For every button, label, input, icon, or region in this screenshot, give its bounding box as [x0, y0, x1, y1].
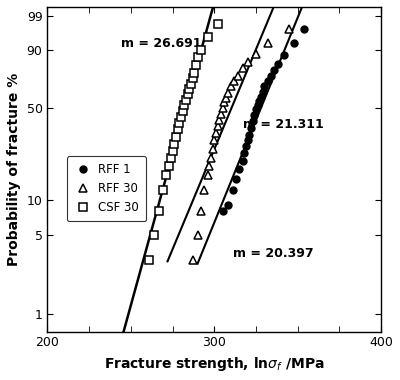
- RFF 30: [220, 106, 225, 110]
- RFF 30: [202, 188, 207, 193]
- CSF 30: [160, 188, 165, 193]
- RFF 1: [240, 158, 245, 163]
- RFF 30: [265, 40, 270, 45]
- Y-axis label: Probability of fracture %: Probability of fracture %: [7, 73, 21, 266]
- RFF 30: [218, 111, 223, 116]
- RFF 1: [262, 84, 267, 89]
- RFF 1: [292, 40, 297, 45]
- CSF 30: [185, 92, 190, 97]
- RFF 1: [257, 99, 262, 103]
- CSF 30: [195, 55, 200, 60]
- RFF 30: [287, 27, 292, 31]
- RFF 1: [275, 62, 280, 66]
- RFF 1: [252, 113, 257, 117]
- CSF 30: [215, 21, 220, 26]
- RFF 1: [282, 53, 287, 58]
- RFF 1: [258, 95, 263, 99]
- RFF 30: [224, 96, 228, 101]
- CSF 30: [198, 47, 203, 52]
- RFF 1: [255, 103, 260, 108]
- CSF 30: [184, 98, 188, 102]
- RFF 1: [272, 68, 277, 72]
- Text: m = 21.311: m = 21.311: [243, 118, 323, 131]
- RFF 30: [245, 60, 250, 65]
- CSF 30: [157, 209, 162, 214]
- CSF 30: [172, 142, 176, 147]
- RFF 30: [205, 173, 210, 177]
- RFF 30: [212, 138, 217, 142]
- CSF 30: [188, 82, 193, 86]
- CSF 30: [147, 258, 152, 263]
- RFF 30: [235, 73, 240, 78]
- Line: RFF 1: RFF 1: [219, 25, 308, 215]
- RFF 1: [260, 89, 265, 94]
- RFF 1: [230, 188, 235, 193]
- CSF 30: [174, 134, 178, 139]
- RFF 30: [198, 209, 203, 214]
- CSF 30: [190, 76, 195, 81]
- CSF 30: [182, 103, 187, 108]
- Line: RFF 30: RFF 30: [188, 25, 294, 264]
- RFF 30: [225, 91, 230, 95]
- CSF 30: [167, 164, 172, 168]
- RFF 30: [217, 117, 222, 122]
- CSF 30: [170, 149, 175, 153]
- CSF 30: [187, 87, 192, 92]
- RFF 30: [208, 156, 213, 160]
- RFF 1: [302, 27, 307, 31]
- CSF 30: [194, 63, 198, 68]
- Line: CSF 30: CSF 30: [145, 19, 222, 264]
- Text: m = 26.691: m = 26.691: [121, 37, 201, 51]
- CSF 30: [152, 233, 156, 237]
- CSF 30: [192, 71, 197, 75]
- RFF 1: [268, 73, 273, 78]
- RFF 30: [214, 131, 218, 135]
- CSF 30: [175, 127, 180, 132]
- Legend: RFF 1, RFF 30, CSF 30: RFF 1, RFF 30, CSF 30: [67, 156, 146, 221]
- RFF 30: [240, 66, 245, 71]
- RFF 30: [215, 124, 220, 128]
- RFF 30: [190, 258, 195, 263]
- RFF 1: [242, 151, 247, 155]
- RFF 1: [248, 125, 253, 130]
- RFF 30: [222, 100, 227, 105]
- CSF 30: [180, 109, 185, 113]
- RFF 1: [220, 209, 225, 214]
- CSF 30: [168, 156, 173, 160]
- CSF 30: [177, 120, 182, 125]
- RFF 30: [228, 84, 233, 89]
- RFF 30: [207, 164, 212, 168]
- CSF 30: [178, 114, 183, 119]
- RFF 1: [234, 176, 238, 181]
- Text: m = 20.397: m = 20.397: [232, 247, 313, 260]
- X-axis label: Fracture strength, ln$\sigma_f$ /MPa: Fracture strength, ln$\sigma_f$ /MPa: [104, 355, 324, 373]
- CSF 30: [205, 35, 210, 39]
- RFF 1: [254, 107, 258, 112]
- CSF 30: [164, 173, 168, 177]
- RFF 1: [225, 203, 230, 207]
- RFF 1: [247, 133, 252, 137]
- RFF 1: [244, 144, 248, 149]
- RFF 1: [265, 79, 270, 83]
- RFF 30: [195, 233, 200, 237]
- RFF 30: [232, 79, 237, 83]
- RFF 30: [254, 51, 258, 56]
- RFF 30: [210, 146, 215, 151]
- RFF 1: [245, 138, 250, 142]
- RFF 1: [250, 119, 255, 124]
- RFF 1: [237, 167, 242, 171]
